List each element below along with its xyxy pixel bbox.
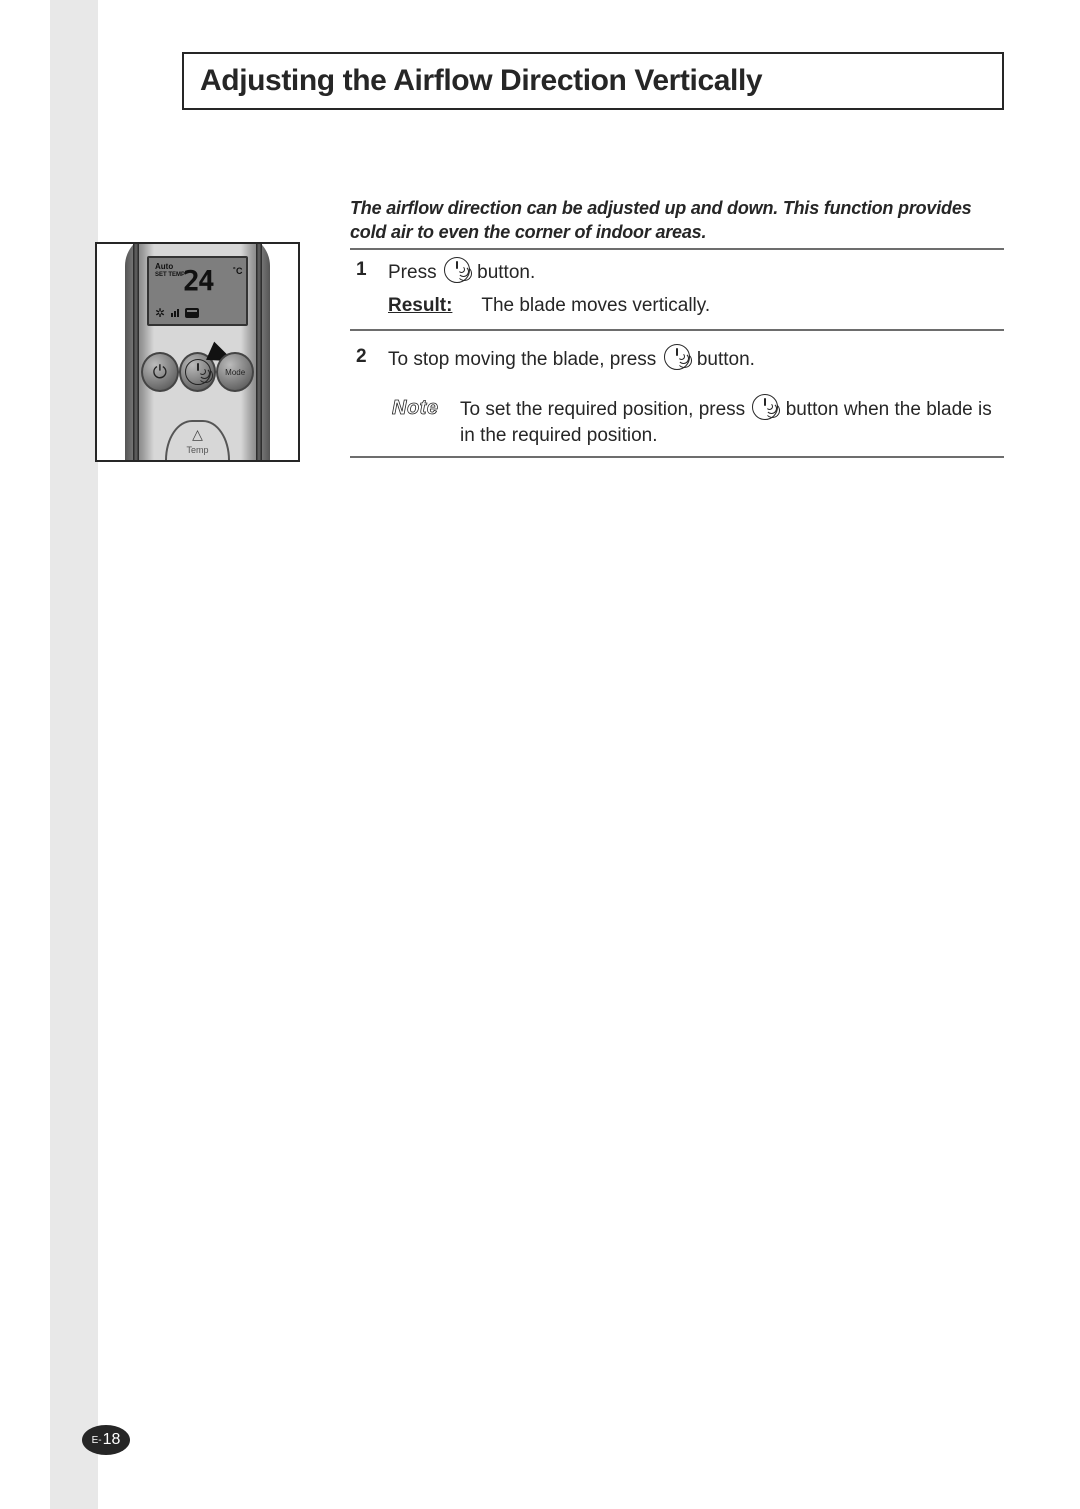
step-number: 2 [356,344,367,371]
lcd-temp-value: 24 [183,264,213,297]
fan-icon: ✲ [155,306,165,320]
side-gray-bar [50,0,98,1509]
swing-icon [444,257,470,283]
step-text-after: button. [692,349,755,370]
power-button: ⏻ [141,352,179,392]
remote-lcd: Auto SET TEMP 24 ˚C ✲ [147,256,248,326]
swing-indicator-icon [185,308,199,318]
step-body: To stop moving the blade, press button. … [388,344,1004,450]
swing-icon [185,359,211,385]
note-text-before: To set the required position, press [460,399,750,420]
fan-speed-icon [171,309,179,317]
lcd-mode: Auto [155,262,173,271]
lcd-unit: ˚C [233,266,243,276]
swing-icon [664,344,690,370]
power-icon: ⏻ [153,362,167,383]
result-label: Result: [388,295,452,316]
result-row: Result: The blade moves vertically. [388,293,1004,320]
step-number: 1 [356,257,367,284]
step-1: 1 Press button. Result: The blade moves … [350,257,1004,319]
swing-button [179,352,217,392]
intro-text: The airflow direction can be adjusted up… [350,196,1004,245]
result-text: The blade moves vertically. [481,295,710,316]
step-text-after: button. [472,262,535,283]
page-title-box: Adjusting the Airflow Direction Vertical… [182,52,1004,110]
divider [350,329,1004,331]
page-num: 18 [103,1431,121,1449]
note-row: Note To set the required position, press… [388,394,1004,450]
step-text-before: Press [388,262,442,283]
step-body: Press button. Result: The blade moves ve… [388,257,1004,319]
note-label: Note [392,394,450,450]
divider [350,248,1004,250]
remote-illustration: Auto SET TEMP 24 ˚C ✲ ⏻ Mode △ Temp [95,242,300,462]
page-prefix: E- [92,1435,102,1446]
note-text: To set the required position, press butt… [460,394,1004,450]
temp-up-icon: △ [192,426,203,443]
mode-label: Mode [225,368,245,377]
step-2: 2 To stop moving the blade, press button… [350,344,1004,450]
lcd-settemp-label: SET TEMP [155,272,185,278]
step-text-before: To stop moving the blade, press [388,349,662,370]
swing-icon [752,394,778,420]
temp-label: Temp [186,445,208,455]
mode-button: Mode [216,352,254,392]
page-title: Adjusting the Airflow Direction Vertical… [200,64,986,98]
divider [350,456,1004,458]
page-number-badge: E-18 [82,1425,130,1455]
